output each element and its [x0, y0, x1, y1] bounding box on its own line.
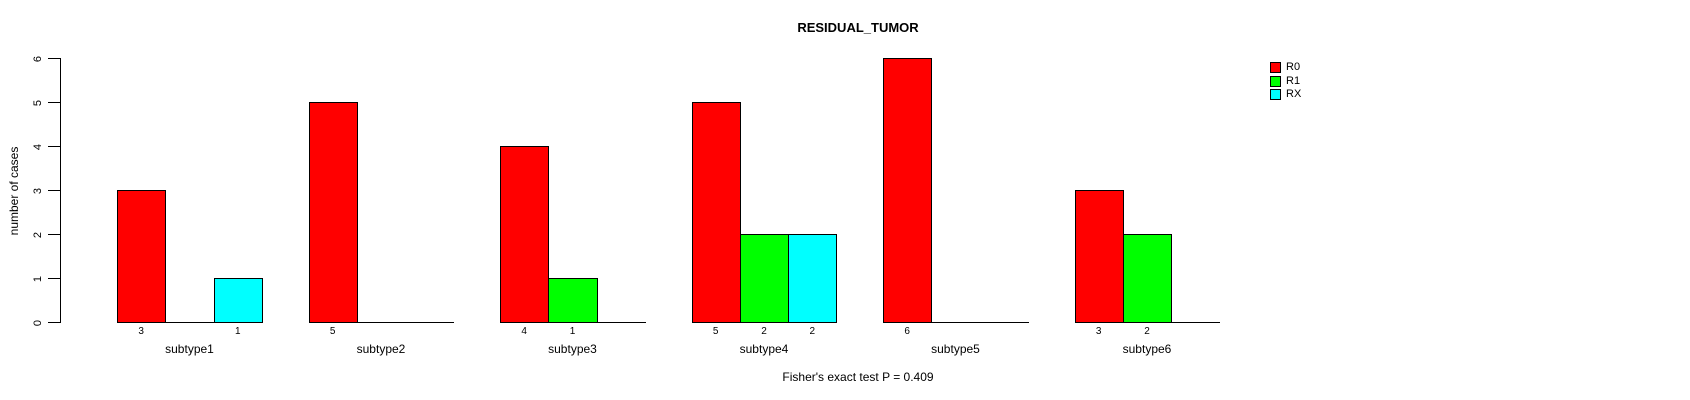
bar-r0-subtype1	[117, 190, 167, 323]
bar-value-label: 1	[569, 326, 576, 337]
y-tick	[48, 102, 60, 103]
bar-value-label: 3	[138, 326, 144, 337]
y-axis-label: number of cases	[7, 146, 21, 236]
y-tick-label: 0	[32, 319, 44, 326]
group-baseline	[117, 322, 263, 323]
y-tick-label: 5	[32, 99, 44, 106]
fisher-test-footer: Fisher's exact test P = 0.409	[782, 370, 934, 384]
y-tick	[48, 58, 60, 59]
y-tick-label: 3	[32, 187, 44, 194]
category-label-subtype2: subtype2	[356, 342, 406, 356]
bar-value-label: 6	[904, 326, 910, 337]
bar-value-label: 4	[521, 326, 527, 337]
y-tick-label: 4	[32, 143, 44, 150]
group-baseline	[883, 322, 1029, 323]
legend-item-r0: R0	[1270, 61, 1301, 75]
bar-rx-subtype1	[213, 278, 263, 323]
bar-r0-subtype2	[308, 102, 358, 323]
bar-value-label: 2	[809, 326, 816, 337]
y-tick-label: 2	[32, 231, 44, 238]
category-label-subtype6: subtype6	[1122, 342, 1172, 356]
y-tick-label: 6	[32, 55, 44, 62]
legend-item-rx: RX	[1270, 88, 1301, 102]
bar-value-label: 3	[1095, 326, 1102, 337]
category-label-subtype3: subtype3	[548, 342, 597, 356]
y-axis-line	[60, 58, 61, 323]
bar-r0-subtype3	[500, 146, 550, 323]
y-tick	[48, 322, 60, 323]
legend-swatch-r1	[1270, 75, 1281, 87]
y-tick	[48, 234, 60, 235]
y-tick	[48, 146, 60, 147]
legend: R0 R1 RX	[1270, 61, 1301, 102]
bar-value-label: 1	[235, 326, 241, 337]
y-tick	[48, 278, 60, 279]
legend-swatch-rx	[1270, 89, 1281, 101]
category-label-subtype4: subtype4	[739, 342, 789, 356]
category-label-subtype5: subtype5	[931, 342, 980, 356]
bar-value-label: 5	[712, 326, 719, 337]
y-tick-label: 1	[32, 275, 44, 282]
group-baseline	[308, 322, 455, 323]
category-label-subtype1: subtype1	[165, 342, 214, 356]
bar-value-label: 2	[1144, 326, 1150, 337]
chart-title: RESIDUAL_TUMOR	[797, 20, 919, 35]
legend-swatch-r0	[1270, 62, 1281, 74]
y-tick	[48, 190, 60, 191]
bar-value-label: 5	[329, 326, 336, 337]
bar-r0-subtype5	[883, 58, 933, 323]
bar-rx-subtype4	[788, 234, 838, 323]
bar-r0-subtype6	[1074, 190, 1124, 323]
legend-label: RX	[1286, 88, 1302, 101]
legend-label: R1	[1286, 74, 1301, 87]
legend-label: R0	[1286, 61, 1301, 74]
legend-item-r1: R1	[1270, 75, 1301, 89]
bar-r1-subtype3	[548, 278, 598, 323]
bar-value-label: 2	[761, 326, 767, 337]
bar-r1-subtype4	[739, 234, 790, 323]
bar-r0-subtype4	[691, 102, 741, 323]
bar-r1-subtype6	[1122, 234, 1173, 323]
